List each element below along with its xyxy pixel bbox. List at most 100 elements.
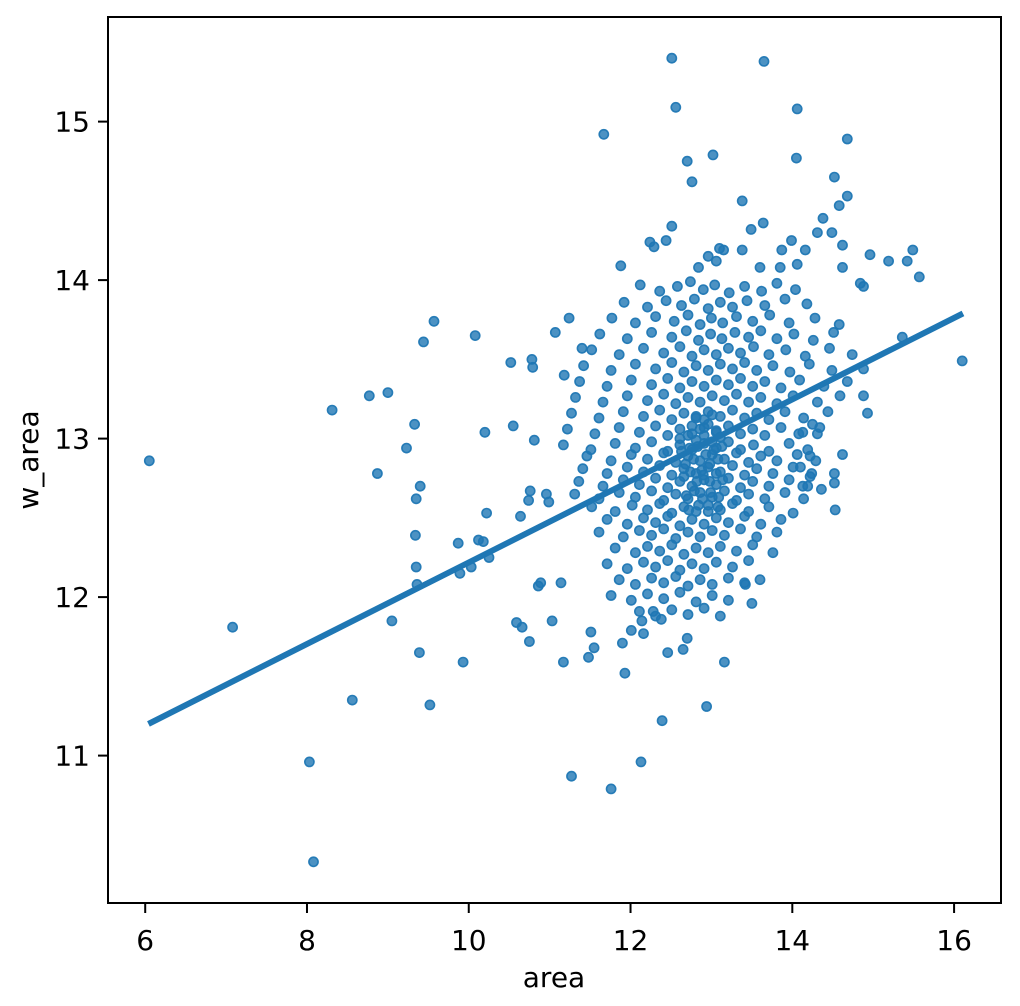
scatter-point <box>686 376 698 387</box>
scatter-point <box>586 344 598 356</box>
scatter-point <box>739 577 750 589</box>
x-tick-label: 10 <box>451 924 487 957</box>
scatter-point <box>702 303 714 314</box>
scatter-point <box>569 488 581 500</box>
scatter-point <box>690 542 702 554</box>
scatter-point <box>702 364 714 376</box>
scatter-point <box>807 334 819 346</box>
scatter-point <box>712 501 724 513</box>
scatter-point <box>883 255 894 267</box>
scatter-point <box>601 380 613 392</box>
scatter-point <box>672 280 683 292</box>
scatter-point <box>308 856 319 868</box>
scatter-point <box>477 536 489 547</box>
scatter-point <box>634 606 645 617</box>
scatter-point <box>826 227 838 238</box>
scatter-point <box>691 475 703 487</box>
scatter-point <box>674 586 686 598</box>
scatter-point <box>689 293 700 305</box>
scatter-point <box>630 579 641 590</box>
scatter-point <box>841 190 853 202</box>
scatter-point <box>704 475 716 487</box>
scatter-point <box>767 547 779 559</box>
scatter-point <box>635 756 647 768</box>
scatter-point <box>615 260 627 272</box>
scatter-point <box>625 374 637 386</box>
scatter-point <box>713 491 725 503</box>
scatter-point <box>670 488 682 500</box>
scatter-point <box>650 561 661 573</box>
scatter-point <box>771 333 783 345</box>
scatter-point <box>577 463 589 475</box>
scatter-point <box>735 523 746 535</box>
scatter-point <box>746 598 758 609</box>
scatter-point <box>613 349 625 360</box>
scatter-point <box>670 571 682 582</box>
scatter-point <box>678 366 690 378</box>
scatter-point <box>837 239 848 251</box>
scatter-point <box>601 514 613 525</box>
scatter-point <box>581 450 593 462</box>
scatter-point <box>558 656 569 668</box>
scatter-point <box>812 396 823 408</box>
y-tick-label: 13 <box>54 423 90 456</box>
scatter-point <box>717 317 729 329</box>
scatter-point <box>634 479 645 490</box>
scatter-point <box>303 756 315 768</box>
scatter-point <box>729 326 741 338</box>
scatter-point <box>841 133 853 145</box>
scatter-point <box>670 398 682 410</box>
scatter-point <box>685 276 696 288</box>
scatter-point <box>528 434 540 446</box>
scatter-point <box>833 200 845 211</box>
scatter-point <box>743 555 754 566</box>
scatter-point <box>371 468 383 479</box>
scatter-point <box>771 526 783 538</box>
scatter-point <box>662 482 674 494</box>
scatter-point <box>524 636 535 647</box>
scatter-point <box>956 355 968 367</box>
scatter-point <box>648 241 660 253</box>
scatter-point <box>837 449 848 460</box>
scatter-point <box>858 390 869 402</box>
scatter-point <box>774 261 786 273</box>
scatter-point <box>829 477 840 489</box>
scatter-point <box>803 358 815 370</box>
scatter-point <box>589 428 601 440</box>
scatter-point <box>642 541 653 552</box>
scatter-point <box>346 694 358 706</box>
x-axis-label: area <box>523 961 585 994</box>
scatter-point <box>702 250 714 262</box>
scatter-point <box>654 285 666 297</box>
scatter-point <box>727 460 738 471</box>
scatter-point <box>570 391 581 403</box>
scatter-points <box>143 52 968 868</box>
scatter-point <box>642 588 653 600</box>
scatter-point <box>799 244 811 256</box>
scatter-point <box>694 531 706 543</box>
scatter-point <box>786 235 797 246</box>
scatter-point <box>638 342 649 354</box>
scatter-point <box>654 404 666 416</box>
scatter-point <box>650 517 661 528</box>
scatter-point <box>814 422 826 433</box>
scatter-point <box>723 379 734 391</box>
scatter-point <box>418 336 429 348</box>
scatter-point <box>681 155 693 167</box>
scatter-point <box>719 395 730 406</box>
scatter-point <box>717 474 729 486</box>
scatter-point <box>583 651 594 663</box>
scatter-point <box>646 485 657 497</box>
scatter-point <box>682 391 694 403</box>
scatter-point <box>678 548 690 560</box>
scatter-point <box>682 580 694 592</box>
scatter-point <box>716 441 728 452</box>
scatter-point <box>660 235 672 246</box>
scatter-point <box>597 396 609 408</box>
scatter-point <box>694 574 706 586</box>
scatter-point <box>524 485 536 497</box>
scatter-point <box>363 390 375 402</box>
scatter-point <box>505 357 517 368</box>
scatter-point <box>759 300 771 311</box>
scatter-point <box>662 555 674 566</box>
